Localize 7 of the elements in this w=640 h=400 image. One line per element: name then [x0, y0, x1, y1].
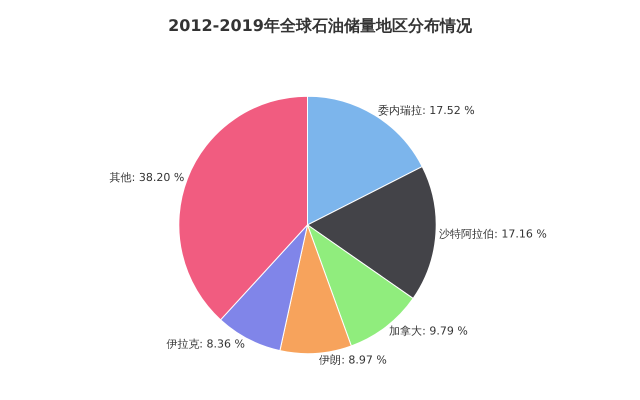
- slice-label: 委内瑞拉: 17.52 %: [378, 104, 475, 117]
- slice-label: 沙特阿拉伯: 17.16 %: [439, 227, 547, 240]
- slice-label: 加拿大: 9.79 %: [389, 324, 468, 338]
- slice-label: 伊拉克: 8.36 %: [166, 338, 245, 351]
- chart-title: 2012-2019年全球石油储量地区分布情况: [168, 16, 473, 36]
- slice-label: 伊朗: 8.97 %: [319, 353, 387, 366]
- slice-label: 其他: 38.20 %: [110, 170, 184, 184]
